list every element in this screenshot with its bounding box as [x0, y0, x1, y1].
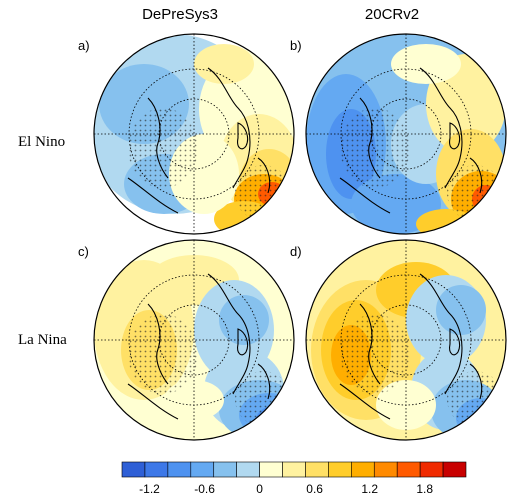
- colorbar-tick-label: 1.8: [416, 482, 434, 496]
- colorbar-swatch: [259, 461, 283, 478]
- colorbar-tick-label: -0.6: [194, 482, 215, 496]
- colorbar-swatch: [167, 461, 192, 478]
- colorbar-swatch: [190, 461, 215, 478]
- colorbar-swatch: [328, 461, 352, 478]
- colorbar-swatch: [351, 461, 375, 478]
- colorbar-swatch: [442, 461, 467, 478]
- colorbar-tick-label: 0.6: [306, 482, 323, 496]
- column-title-depresys3: DePreSys3: [142, 6, 218, 23]
- map-panel-d: [305, 239, 507, 441]
- colorbar-tick-label: 1.2: [361, 482, 379, 496]
- column-title-20crv2: 20CRv2: [364, 6, 420, 23]
- colorbar-swatch: [282, 461, 306, 478]
- colorbar-tick-label: 0: [256, 482, 263, 496]
- colorbar-swatch: [121, 461, 146, 478]
- panel-label-a: a): [78, 38, 90, 53]
- panel-label-d: d): [290, 244, 302, 259]
- panel-label-b: b): [290, 38, 302, 53]
- map-panel-c: [93, 239, 295, 441]
- colorbar: [121, 461, 467, 478]
- colorbar-swatch: [373, 461, 398, 478]
- row-label-la-nina: La Nina: [18, 332, 67, 348]
- colorbar-swatch: [213, 461, 237, 478]
- map-panel-b: [305, 33, 507, 235]
- colorbar-swatch: [236, 461, 260, 478]
- colorbar-swatch: [144, 461, 169, 478]
- colorbar-swatch: [419, 461, 444, 478]
- colorbar-swatch: [305, 461, 329, 478]
- colorbar-tick-label: -1.2: [139, 482, 160, 496]
- row-label-el-nino: El Nino: [18, 134, 66, 150]
- colorbar-swatch: [396, 461, 421, 478]
- map-panel-a: [93, 33, 295, 235]
- panel-label-c: c): [78, 244, 89, 259]
